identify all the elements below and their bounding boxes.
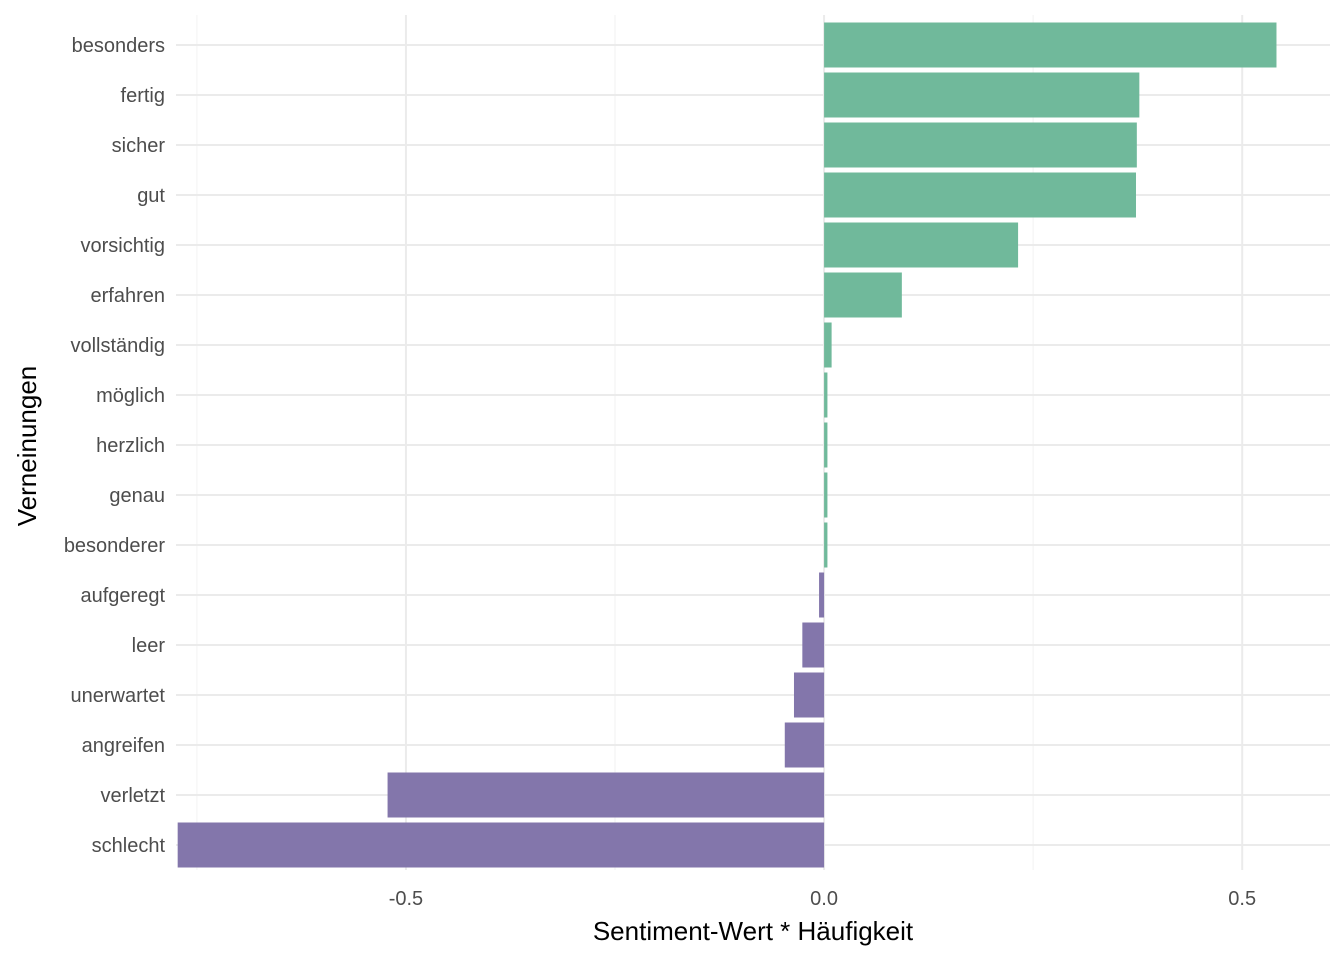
bar-genau [824,472,828,518]
y-tick-label: genau [109,485,165,507]
bar-vorsichtig [824,222,1019,268]
y-tick-label: vollständig [70,335,165,357]
x-axis-title: Sentiment-Wert * Häufigkeit [593,916,914,946]
bar-vollständig [824,322,832,368]
y-tick-label: möglich [96,385,165,407]
y-tick-label: erfahren [91,285,166,307]
y-tick-label: schlecht [92,835,166,857]
bar-unerwartet [793,672,825,718]
y-tick-label: aufgeregt [80,585,165,607]
y-tick-label: besonders [72,35,165,57]
y-axis-title: Verneinungen [12,366,42,526]
x-tick-label: 0.5 [1228,888,1256,910]
y-tick-label: leer [132,635,166,657]
y-tick-label: verletzt [101,785,166,807]
bar-erfahren [824,272,902,318]
y-tick-labels: besonders fertig sicher gut vorsichtig erfahr… [64,35,166,857]
bar-besonders [824,22,1277,68]
y-tick-label: angreifen [82,735,165,757]
bar-aufgeregt [819,572,825,618]
y-tick-label: gut [137,185,165,207]
x-tick-label: -0.5 [389,888,423,910]
bar-schlecht [177,822,825,868]
bar-leer [802,622,825,668]
y-tick-label: herzlich [96,435,165,457]
x-tick-labels: -0.5 0.0 0.5 [389,888,1256,910]
y-tick-label: besonderer [64,535,166,557]
bar-fertig [824,72,1140,118]
bar-gut [824,172,1136,218]
bar-angreifen [784,722,825,768]
y-tick-label: sicher [112,135,166,157]
bar-möglich [824,372,828,418]
bar-sicher [824,122,1137,168]
bars [177,22,1277,868]
grid-lines [176,15,1330,870]
bar-herzlich [824,422,828,468]
y-tick-label: unerwartet [71,685,166,707]
bar-besonderer [824,522,828,568]
bar-verletzt [387,772,825,818]
y-tick-label: vorsichtig [81,235,165,257]
y-tick-label: fertig [121,85,165,107]
x-tick-label: 0.0 [810,888,838,910]
